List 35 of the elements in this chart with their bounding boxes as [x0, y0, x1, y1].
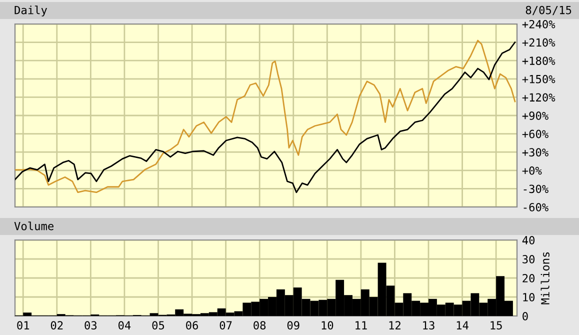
x-tick-label: 10 — [322, 321, 334, 330]
x-tick-label: 04 — [118, 321, 131, 330]
y-tick-label: -60% — [524, 203, 548, 212]
y-tick-label: +90% — [522, 112, 548, 120]
y-tick-label: +240% — [522, 20, 556, 28]
x-tick-label: 06 — [186, 321, 198, 330]
y-tick-label: +30% — [522, 148, 548, 157]
x-tick-label: 05 — [152, 321, 164, 330]
x-tick-label: 09 — [287, 321, 300, 330]
y-tick-label: +210% — [522, 38, 556, 47]
x-tick-label: 08 — [254, 321, 266, 330]
chart-title: Volume — [14, 222, 54, 230]
x-tick-label: 12 — [389, 321, 400, 330]
x-tick-label: 07 — [220, 321, 232, 330]
y-tick-label: 20 — [522, 274, 535, 282]
y-tick-label: +0% — [522, 166, 542, 175]
y-tick-label: +120% — [522, 93, 556, 102]
chart-title: Daily — [14, 6, 48, 16]
y-tick-label: +60% — [522, 130, 548, 138]
x-tick-label: 01 — [17, 321, 30, 330]
y-tick-label: 40 — [522, 236, 535, 244]
y-tick-label: 10 — [523, 293, 535, 302]
y-tick-label: +180% — [522, 56, 556, 66]
y-tick-label: -30% — [524, 184, 548, 194]
y-tick-label: 0 — [522, 312, 528, 320]
x-tick-label: 02 — [50, 321, 63, 330]
y-tick-label: +150% — [522, 74, 556, 84]
x-tick-label: 15 — [490, 321, 502, 330]
x-tick-label: 13 — [423, 321, 434, 330]
text: 8/05/15 — [526, 6, 572, 16]
y-tick-label: 30 — [522, 255, 535, 264]
y-axis-title: Millions — [540, 252, 550, 304]
x-tick-label: 14 — [456, 321, 468, 330]
x-tick-label: 11 — [356, 321, 367, 330]
x-tick-label: 03 — [84, 321, 97, 330]
